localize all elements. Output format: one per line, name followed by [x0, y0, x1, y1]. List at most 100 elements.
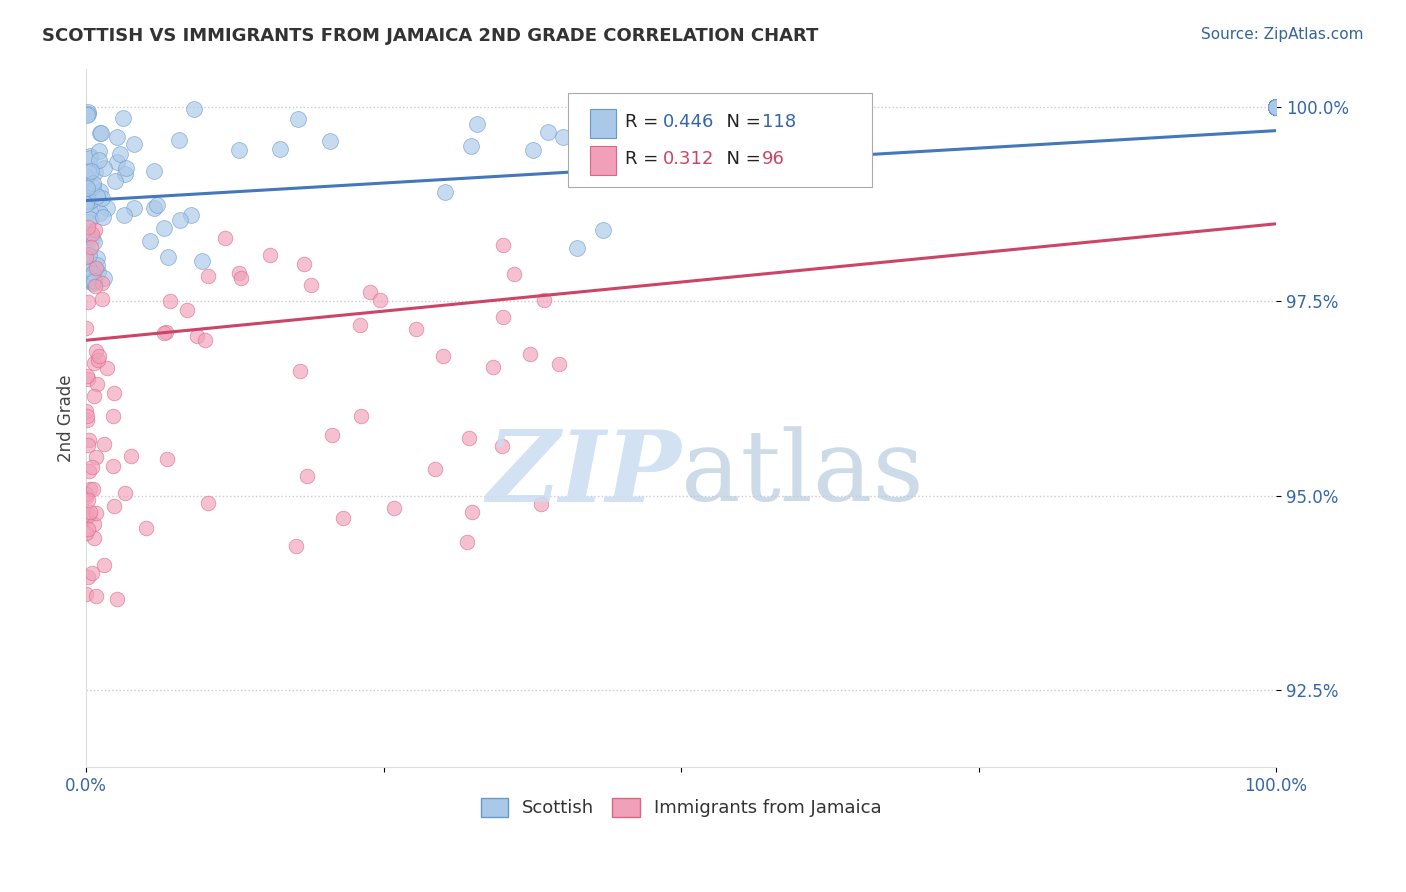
Point	[76, 165, 98, 179]
Point	[90, 292, 112, 306]
Point	[1265, 100, 1288, 114]
Point	[84, 506, 107, 520]
Point	[83, 235, 105, 249]
Point	[80, 230, 103, 244]
Point	[155, 325, 177, 339]
Point	[75, 251, 97, 265]
Point	[91, 191, 114, 205]
Point	[108, 147, 131, 161]
Point	[83, 516, 105, 531]
Y-axis label: 2nd Grade: 2nd Grade	[58, 374, 75, 462]
Point	[76, 104, 98, 119]
Point	[1265, 100, 1288, 114]
Point	[1265, 100, 1288, 114]
Point	[79, 263, 101, 277]
Point	[423, 462, 446, 476]
Point	[368, 293, 391, 307]
Point	[79, 482, 101, 496]
Point	[547, 357, 569, 371]
Point	[1265, 100, 1288, 114]
Point	[91, 210, 114, 224]
Point	[1265, 100, 1288, 114]
Point	[183, 102, 205, 116]
Point	[96, 201, 118, 215]
FancyBboxPatch shape	[589, 146, 616, 176]
Point	[77, 438, 100, 452]
Point	[456, 535, 478, 549]
Point	[1265, 100, 1288, 114]
Point	[84, 165, 107, 179]
Point	[120, 449, 142, 463]
Point	[89, 126, 111, 140]
Point	[77, 220, 100, 235]
Text: R =: R =	[626, 150, 664, 169]
Point	[80, 240, 103, 254]
Point	[77, 248, 100, 262]
Point	[76, 492, 98, 507]
Point	[82, 180, 104, 194]
Point	[138, 234, 160, 248]
Point	[1265, 100, 1288, 114]
Point	[1265, 100, 1288, 114]
Point	[84, 222, 107, 236]
Point	[77, 270, 100, 285]
Point	[285, 539, 308, 553]
Point	[76, 413, 98, 427]
Point	[1265, 100, 1288, 114]
Point	[83, 531, 105, 545]
Point	[191, 253, 214, 268]
Point	[434, 185, 457, 199]
Point	[122, 136, 145, 151]
Point	[75, 169, 97, 184]
Point	[76, 269, 98, 284]
Point	[84, 343, 107, 358]
Point	[76, 369, 98, 384]
Point	[146, 198, 169, 212]
Point	[359, 285, 381, 299]
Point	[1265, 100, 1288, 114]
Point	[143, 164, 166, 178]
Point	[143, 201, 166, 215]
Point	[86, 251, 108, 265]
Point	[176, 302, 198, 317]
Point	[1265, 100, 1288, 114]
Point	[82, 459, 104, 474]
Point	[115, 161, 138, 176]
Point	[1265, 100, 1288, 114]
Point	[1265, 100, 1288, 114]
Point	[533, 293, 555, 308]
Point	[82, 266, 104, 280]
Point	[101, 458, 124, 473]
Point	[592, 223, 614, 237]
Point	[467, 117, 489, 131]
Point	[1265, 100, 1288, 114]
Point	[87, 349, 110, 363]
Point	[432, 349, 454, 363]
Point	[86, 450, 108, 464]
Point	[349, 318, 371, 332]
Point	[112, 111, 135, 125]
Point	[105, 129, 128, 144]
Point	[350, 409, 373, 423]
Point	[124, 202, 146, 216]
Point	[1265, 100, 1288, 114]
Point	[332, 511, 354, 525]
Text: Source: ZipAtlas.com: Source: ZipAtlas.com	[1201, 27, 1364, 42]
Point	[87, 153, 110, 168]
Point	[287, 112, 309, 127]
Point	[492, 237, 515, 252]
Point	[76, 271, 98, 285]
Text: SCOTTISH VS IMMIGRANTS FROM JAMAICA 2ND GRADE CORRELATION CHART: SCOTTISH VS IMMIGRANTS FROM JAMAICA 2ND …	[42, 27, 818, 45]
Point	[76, 409, 98, 423]
Point	[77, 215, 100, 229]
Point	[89, 184, 111, 198]
Point	[105, 592, 128, 607]
Point	[77, 107, 100, 121]
Point	[104, 174, 127, 188]
Point	[1265, 100, 1288, 114]
Point	[1265, 100, 1288, 114]
Point	[1265, 100, 1288, 114]
Point	[82, 227, 104, 241]
Point	[77, 295, 100, 310]
Point	[91, 277, 114, 291]
